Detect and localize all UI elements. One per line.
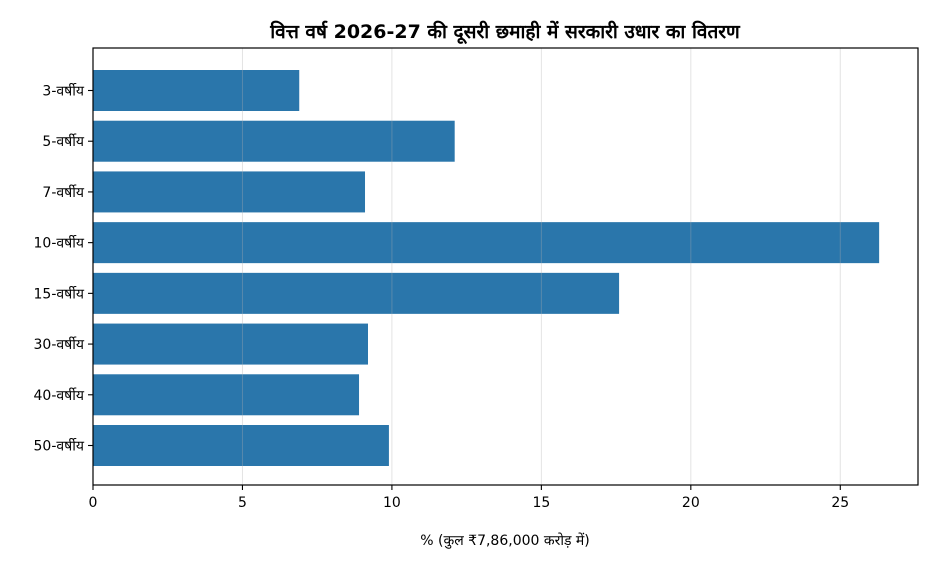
y-tick-label-6: 30-वर्षीय <box>34 336 85 353</box>
plot-frame <box>92 47 919 486</box>
x-axis-label: % (कुल ₹7,86,000 करोड़ में) <box>420 532 590 549</box>
bar-5 <box>93 272 620 314</box>
y-tick-label-8: 50-वर्षीय <box>34 438 85 455</box>
x-tick-label-1: 5 <box>238 495 247 511</box>
x-axis-ticks: 0 5 10 15 20 25 <box>89 485 849 511</box>
x-tick-label-3: 15 <box>532 495 550 511</box>
y-tick-label-7: 40-वर्षीय <box>34 387 85 404</box>
bar-4 <box>93 222 880 264</box>
bars <box>93 70 880 466</box>
y-tick-label-3: 7-वर्षीय <box>42 184 84 201</box>
bar-1 <box>93 70 300 111</box>
y-tick-label-4: 10-वर्षीय <box>34 235 85 252</box>
y-tick-label-5: 15-वर्षीय <box>34 285 85 302</box>
x-tick-label-5: 25 <box>831 495 849 511</box>
x-tick-label-2: 10 <box>383 495 401 511</box>
grid-overlay <box>241 48 841 485</box>
bar-2 <box>93 120 455 162</box>
chart-title: वित्त वर्ष 2026-27 की दूसरी छमाही में सर… <box>269 20 741 45</box>
bar-8 <box>93 425 389 466</box>
bar-3 <box>93 171 366 213</box>
x-tick-label-4: 20 <box>682 495 700 511</box>
y-tick-label-1: 3-वर्षीय <box>42 83 84 100</box>
bar-6 <box>93 323 368 365</box>
bar-7 <box>93 374 360 416</box>
y-tick-label-2: 5-वर्षीय <box>42 133 84 150</box>
x-tick-label-0: 0 <box>89 495 98 511</box>
y-axis-ticks: 3-वर्षीय 5-वर्षीय 7-वर्षीय 10-वर्षीय 15-वर्ष… <box>34 83 93 455</box>
